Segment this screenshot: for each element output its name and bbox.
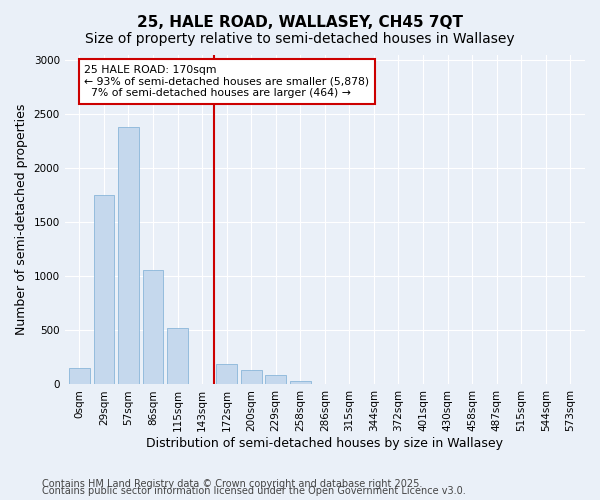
Text: 25, HALE ROAD, WALLASEY, CH45 7QT: 25, HALE ROAD, WALLASEY, CH45 7QT <box>137 15 463 30</box>
Bar <box>167 328 188 384</box>
Y-axis label: Number of semi-detached properties: Number of semi-detached properties <box>15 104 28 336</box>
Bar <box>265 374 286 384</box>
Text: Size of property relative to semi-detached houses in Wallasey: Size of property relative to semi-detach… <box>85 32 515 46</box>
X-axis label: Distribution of semi-detached houses by size in Wallasey: Distribution of semi-detached houses by … <box>146 437 503 450</box>
Bar <box>94 196 115 384</box>
Text: 25 HALE ROAD: 170sqm
← 93% of semi-detached houses are smaller (5,878)
  7% of s: 25 HALE ROAD: 170sqm ← 93% of semi-detac… <box>85 65 370 98</box>
Text: Contains HM Land Registry data © Crown copyright and database right 2025.: Contains HM Land Registry data © Crown c… <box>42 479 422 489</box>
Text: Contains public sector information licensed under the Open Government Licence v3: Contains public sector information licen… <box>42 486 466 496</box>
Bar <box>143 270 163 384</box>
Bar <box>118 128 139 384</box>
Bar <box>241 370 262 384</box>
Bar <box>216 364 237 384</box>
Bar <box>69 368 90 384</box>
Bar <box>290 381 311 384</box>
